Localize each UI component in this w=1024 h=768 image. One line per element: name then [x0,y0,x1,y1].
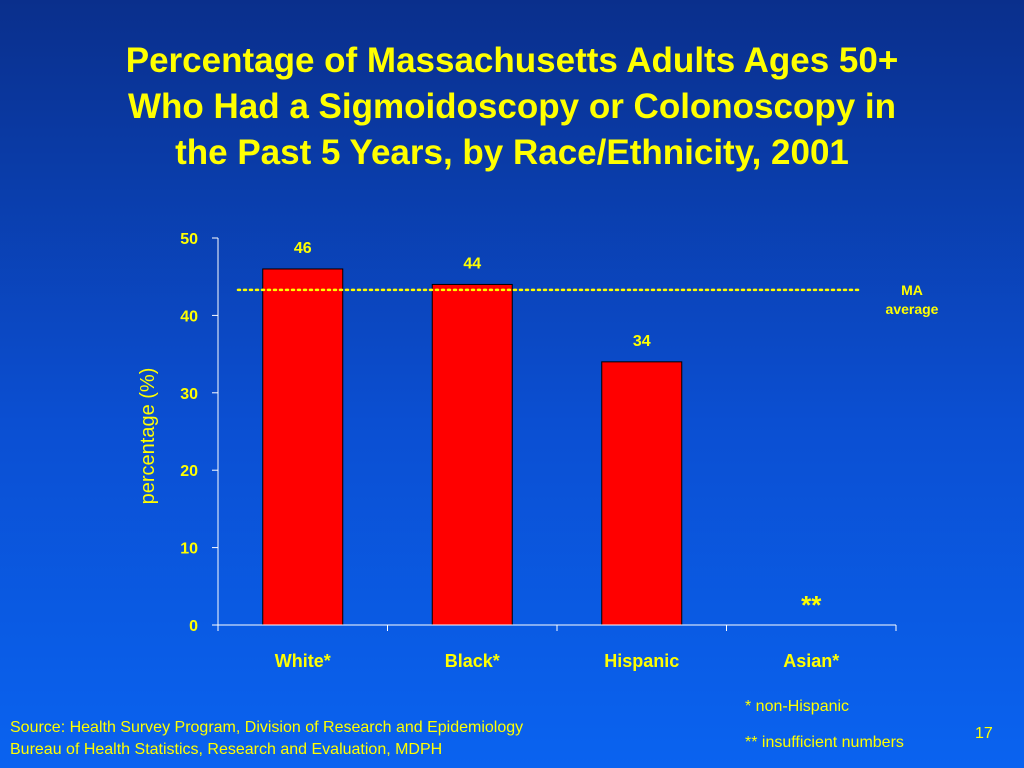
chart-title: Percentage of Massachusetts Adults Ages … [40,38,984,176]
y-tick-label-0: 0 [189,618,198,635]
source-line-2: Bureau of Health Statistics, Research an… [10,741,443,758]
y-tick-label-20: 20 [180,463,198,480]
x-tick-label-hispanic: Hispanic [604,651,679,671]
data-label-hispanic: 34 [633,333,651,350]
x-tick-label-asian: Asian* [783,651,839,671]
x-tick-label-white: White* [275,651,331,671]
title-line-2: Who Had a Sigmoidoscopy or Colonoscopy i… [127,87,897,126]
title-line-3: the Past 5 Years, by Race/Ethnicity, 200… [175,133,849,172]
footnote-insufficient: ** insufficient numbers [745,734,904,751]
bar-hispanic [601,361,683,626]
data-label-white: 46 [294,240,312,257]
data-label-black: 44 [463,255,481,272]
y-axis-label: percentage (%) [137,368,159,505]
ma-average-label-line-2: average [886,301,939,317]
ma-average-label-line-1: MA [901,282,923,298]
source-note: Source: Health Survey Program, Division … [10,717,523,761]
footnote-non-hispanic: * non-Hispanic [745,698,850,715]
footnotes: * non-Hispanic ** insufficient numbers [745,689,904,761]
bars-group: 46 44 34 ** [262,240,822,626]
x-tick-label-black: Black* [445,651,500,671]
page-number: 17 [975,725,993,742]
y-tick-label-30: 30 [180,386,198,403]
bar-white [262,268,344,626]
data-label-asian: ** [801,590,822,620]
y-tick-label-40: 40 [180,308,198,325]
title-line-1: Percentage of Massachusetts Adults Ages … [125,41,899,80]
y-tick-label-10: 10 [180,541,198,558]
y-tick-label-50: 50 [180,231,198,248]
axes-group: White* Black* Hispanic Asian* 0 10 20 30 40 50 [180,231,897,671]
bar-black [431,283,513,626]
source-line-1: Source: Health Survey Program, Division … [10,719,524,736]
